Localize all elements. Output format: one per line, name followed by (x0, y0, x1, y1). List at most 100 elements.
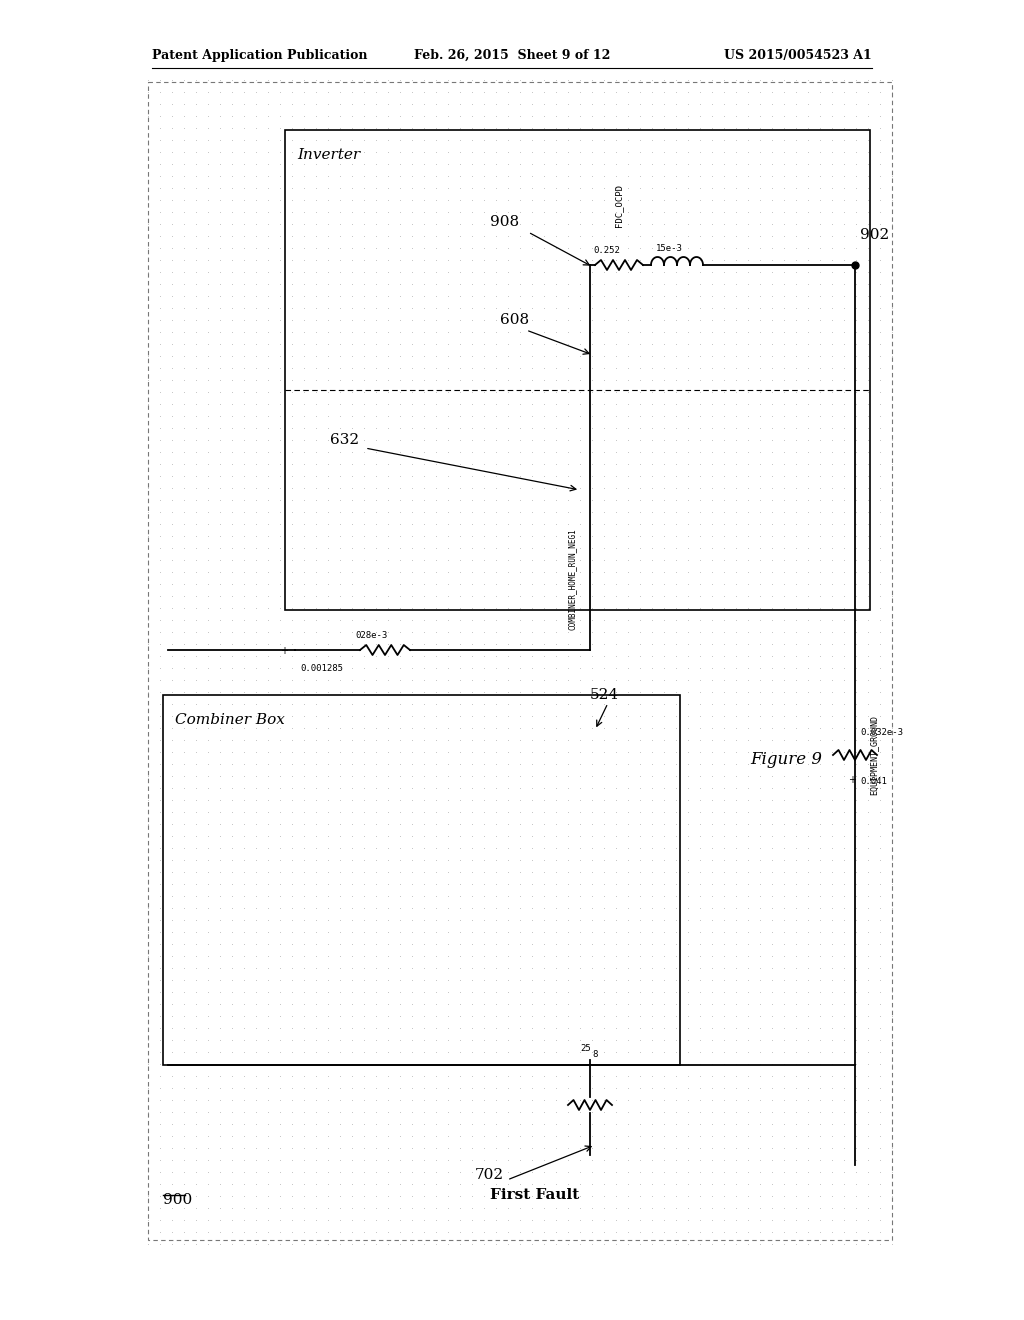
Point (728, 1030, 744, 1051)
Point (860, 586, 877, 607)
Point (776, 202, 793, 223)
Point (260, 1197, 276, 1218)
Point (319, 153, 336, 174)
Point (260, 405, 276, 426)
Point (860, 622, 877, 643)
Point (560, 1221, 577, 1242)
Point (560, 249, 577, 271)
Point (392, 381, 409, 403)
Point (392, 94, 409, 115)
Point (440, 82, 457, 103)
Point (571, 1162, 588, 1183)
Point (355, 322, 372, 343)
Point (236, 573, 252, 594)
Point (355, 945, 372, 966)
Point (416, 1101, 432, 1122)
Point (548, 681, 564, 702)
Point (571, 466, 588, 487)
Point (608, 346, 625, 367)
Point (440, 346, 457, 367)
Point (836, 886, 852, 907)
Point (212, 165, 228, 186)
Point (392, 1065, 409, 1086)
Text: COMBINER_HOME_RUN_NEG1: COMBINER_HOME_RUN_NEG1 (567, 528, 577, 630)
Point (140, 657, 157, 678)
Point (764, 789, 780, 810)
Point (536, 657, 552, 678)
Point (428, 165, 444, 186)
Point (620, 1030, 636, 1051)
Point (752, 429, 768, 450)
Point (560, 1053, 577, 1074)
Point (812, 334, 828, 355)
Point (871, 202, 888, 223)
Point (560, 502, 577, 523)
Point (500, 141, 516, 162)
Point (836, 153, 852, 174)
Point (739, 994, 756, 1015)
Point (584, 381, 600, 403)
Point (355, 777, 372, 799)
Point (524, 705, 541, 726)
Point (728, 586, 744, 607)
Point (823, 742, 840, 763)
Point (236, 645, 252, 667)
Point (703, 982, 720, 1003)
Point (440, 141, 457, 162)
Point (620, 502, 636, 523)
Point (823, 393, 840, 414)
Point (368, 346, 384, 367)
Point (812, 730, 828, 751)
Point (236, 610, 252, 631)
Point (716, 945, 732, 966)
Point (787, 982, 804, 1003)
Point (332, 249, 348, 271)
Point (271, 1162, 288, 1183)
Point (271, 1233, 288, 1254)
Point (176, 370, 193, 391)
Point (823, 141, 840, 162)
Point (823, 921, 840, 942)
Point (296, 249, 312, 271)
Point (632, 393, 648, 414)
Point (632, 886, 648, 907)
Point (848, 777, 864, 799)
Point (524, 886, 541, 907)
Point (344, 441, 360, 462)
Point (224, 610, 241, 631)
Point (536, 129, 552, 150)
Point (752, 921, 768, 942)
Point (739, 813, 756, 834)
Point (571, 1233, 588, 1254)
Point (271, 525, 288, 546)
Point (500, 82, 516, 103)
Point (560, 982, 577, 1003)
Point (596, 862, 612, 883)
Point (512, 1018, 528, 1039)
Point (884, 766, 900, 787)
Point (560, 454, 577, 475)
Point (344, 862, 360, 883)
Point (848, 669, 864, 690)
Point (596, 1173, 612, 1195)
Point (380, 249, 396, 271)
Point (392, 705, 409, 726)
Point (800, 405, 816, 426)
Point (632, 610, 648, 631)
Point (764, 177, 780, 198)
Point (284, 358, 300, 379)
Point (416, 837, 432, 858)
Point (596, 141, 612, 162)
Point (487, 358, 504, 379)
Point (464, 957, 480, 978)
Point (416, 718, 432, 739)
Point (140, 862, 157, 883)
Point (284, 1197, 300, 1218)
Point (284, 285, 300, 306)
Point (319, 261, 336, 282)
Point (596, 1150, 612, 1171)
Point (428, 610, 444, 631)
Point (524, 441, 541, 462)
Point (571, 297, 588, 318)
Point (476, 1233, 493, 1254)
